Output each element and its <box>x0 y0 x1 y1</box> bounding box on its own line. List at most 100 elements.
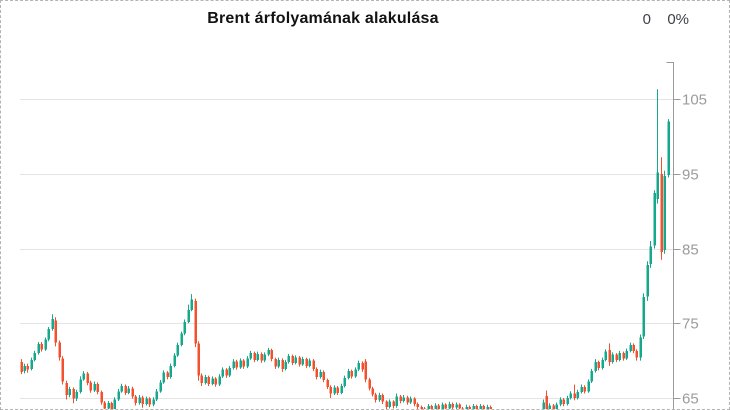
candle-body <box>218 376 221 385</box>
candle-body <box>30 359 33 369</box>
candle-body <box>176 344 179 356</box>
candle-body <box>287 356 290 363</box>
candle-body <box>124 386 127 393</box>
candle-body <box>482 406 485 409</box>
candle-body <box>371 388 374 395</box>
candle-body <box>622 353 625 359</box>
candle-body <box>249 353 252 359</box>
candle-body <box>378 395 381 401</box>
candle-body <box>587 381 590 392</box>
candle-body <box>395 396 398 407</box>
candle-body <box>354 369 357 377</box>
candle-body <box>284 362 287 369</box>
candle-body <box>381 395 384 402</box>
candle-body <box>364 361 367 380</box>
candle-body <box>197 343 200 376</box>
candle-body <box>141 397 144 404</box>
candle-body <box>54 320 57 343</box>
candle-body <box>562 399 565 404</box>
candle-body <box>68 389 71 396</box>
candle-body <box>458 404 461 409</box>
candle-body <box>93 383 96 391</box>
candle-body <box>326 380 329 387</box>
candle-body <box>423 408 426 409</box>
candle-body <box>166 372 169 378</box>
candle-body <box>329 386 332 394</box>
y-axis-label: 75 <box>682 316 699 333</box>
candle-body <box>444 404 447 409</box>
candle-body <box>155 391 158 400</box>
candle-body <box>110 403 113 409</box>
change-value: 0 <box>642 11 651 28</box>
candle-body <box>75 392 78 399</box>
candle-body <box>413 398 416 404</box>
candle-body <box>639 337 642 358</box>
candle-body <box>211 378 214 384</box>
candle-body <box>361 362 364 370</box>
candle-body <box>569 393 572 398</box>
candle-body <box>100 392 103 403</box>
candle-body <box>455 404 458 408</box>
candle-body <box>441 404 444 409</box>
candle-body <box>357 362 360 370</box>
candle-body <box>58 342 61 358</box>
candle-body <box>434 405 437 409</box>
candle-body <box>427 406 430 409</box>
candle-body <box>190 299 193 310</box>
candle-body <box>368 379 371 389</box>
candle-body <box>187 309 190 322</box>
candle-body <box>96 383 99 393</box>
candle-body <box>253 353 256 360</box>
candle-body <box>298 357 301 365</box>
candle-body <box>646 264 649 297</box>
candle-body <box>322 371 325 381</box>
candle-body <box>291 356 294 363</box>
candle-body <box>392 401 395 407</box>
candle-body <box>40 344 43 350</box>
candle-body <box>618 353 621 360</box>
candle-body <box>615 354 618 360</box>
candle-body <box>20 362 23 372</box>
candle-body <box>333 387 336 394</box>
candle-body <box>103 402 106 409</box>
candle-body <box>270 350 273 360</box>
candle-body <box>420 406 423 409</box>
candle-body <box>242 360 245 367</box>
candle-body <box>406 397 409 403</box>
candle-body <box>388 401 391 407</box>
candle-body <box>214 378 217 385</box>
candle-body <box>228 368 231 376</box>
candle-body <box>608 350 611 363</box>
candle-body <box>448 403 451 409</box>
candle-body <box>552 405 555 409</box>
candle-body <box>256 353 259 360</box>
candle-body <box>260 353 263 361</box>
candle-body <box>468 406 471 409</box>
candle-body <box>343 377 346 387</box>
candle-body <box>120 386 123 392</box>
candle-body <box>465 406 468 409</box>
candle-body <box>294 357 297 363</box>
candle-body <box>594 362 597 372</box>
candle-body <box>138 397 141 404</box>
candle-body <box>660 173 663 253</box>
candle-body <box>26 365 29 370</box>
candle-body <box>653 193 656 246</box>
candle-body <box>635 350 638 358</box>
candle-body <box>461 408 464 409</box>
candle-body <box>402 397 405 401</box>
candle-body <box>385 401 388 407</box>
candle-body <box>319 371 322 378</box>
candle-body <box>566 398 569 404</box>
candle-body <box>416 403 419 407</box>
candle-body <box>663 175 666 250</box>
candle-body <box>601 359 604 369</box>
candle-body <box>308 360 311 366</box>
candle-body <box>489 406 492 409</box>
candle-body <box>583 386 586 392</box>
candle-body <box>239 360 242 368</box>
candle-body <box>169 365 172 378</box>
candle-body <box>548 405 551 409</box>
